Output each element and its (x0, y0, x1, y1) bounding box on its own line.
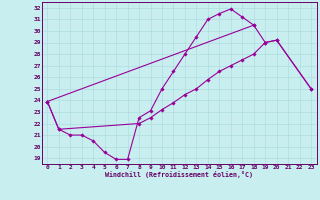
X-axis label: Windchill (Refroidissement éolien,°C): Windchill (Refroidissement éolien,°C) (105, 171, 253, 178)
